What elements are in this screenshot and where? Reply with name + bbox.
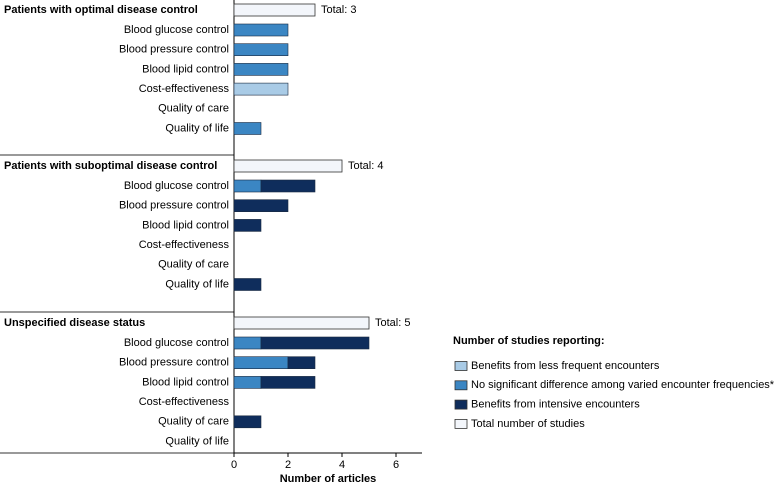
category-label: Cost-effectiveness: [139, 396, 230, 408]
bar-segment: [287, 356, 316, 370]
bar-segment: [233, 82, 289, 96]
bar-segment: [260, 376, 316, 389]
category-label: Blood glucose control: [124, 24, 229, 36]
category-label: Quality of life: [165, 278, 229, 290]
category-label: Quality of life: [165, 122, 229, 134]
category-label: Quality of life: [165, 435, 229, 447]
legend-label: Benefits from less frequent encounters: [471, 360, 660, 372]
bar-segment: [233, 23, 289, 37]
bar-segment: [260, 179, 316, 193]
group-title: Patients with suboptimal disease control: [4, 160, 217, 172]
category-label: Cost-effectiveness: [139, 239, 230, 251]
bar-segment: [233, 63, 289, 76]
category-label: Quality of care: [158, 416, 229, 428]
bar-segment: [233, 376, 262, 389]
bar-segment: [233, 336, 262, 350]
category-label: Quality of care: [158, 103, 229, 115]
legend-swatch: [454, 361, 468, 371]
x-tick-label: 4: [339, 459, 345, 471]
total-label: Total: 4: [348, 160, 383, 172]
legend-swatch: [454, 418, 468, 429]
category-label: Blood pressure control: [119, 44, 229, 56]
bar-segment: [233, 179, 262, 193]
total-label: Total: 5: [375, 317, 410, 329]
category-label: Blood lipid control: [142, 219, 229, 231]
bar-segment: [233, 219, 262, 232]
x-axis-title: Number of articles: [280, 473, 377, 485]
bar-segment: [260, 336, 370, 350]
category-label: Blood glucose control: [124, 180, 229, 192]
category-label: Blood glucose control: [124, 337, 229, 349]
legend-swatch: [454, 380, 468, 391]
bar-segment: [233, 199, 289, 212]
total-bar: [233, 316, 370, 330]
category-label: Blood lipid control: [142, 376, 229, 388]
legend-label: No significant difference among varied e…: [471, 379, 775, 391]
legend-label: Total number of studies: [471, 418, 585, 430]
bar-segment: [233, 356, 289, 370]
group-title: Patients with optimal disease control: [4, 4, 198, 16]
bar-segment: [233, 278, 262, 291]
total-label: Total: 3: [321, 4, 356, 16]
bar-segment: [233, 122, 262, 135]
legend-label: Benefits from intensive encounters: [471, 399, 640, 411]
bar-segment: [233, 415, 262, 429]
category-label: Quality of care: [158, 259, 229, 271]
category-label: Blood lipid control: [142, 63, 229, 75]
legend-swatch: [454, 399, 468, 410]
bar-segment: [233, 43, 289, 57]
x-tick-label: 2: [285, 459, 291, 471]
category-label: Blood pressure control: [119, 357, 229, 369]
group-title: Unspecified disease status: [4, 317, 145, 329]
total-bar: [233, 3, 316, 17]
legend-title: Number of studies reporting:: [453, 335, 605, 347]
total-bar: [233, 159, 343, 173]
x-tick-label: 6: [393, 459, 399, 471]
category-label: Blood pressure control: [119, 200, 229, 212]
category-label: Cost-effectiveness: [139, 83, 230, 95]
x-tick-label: 0: [231, 459, 237, 471]
